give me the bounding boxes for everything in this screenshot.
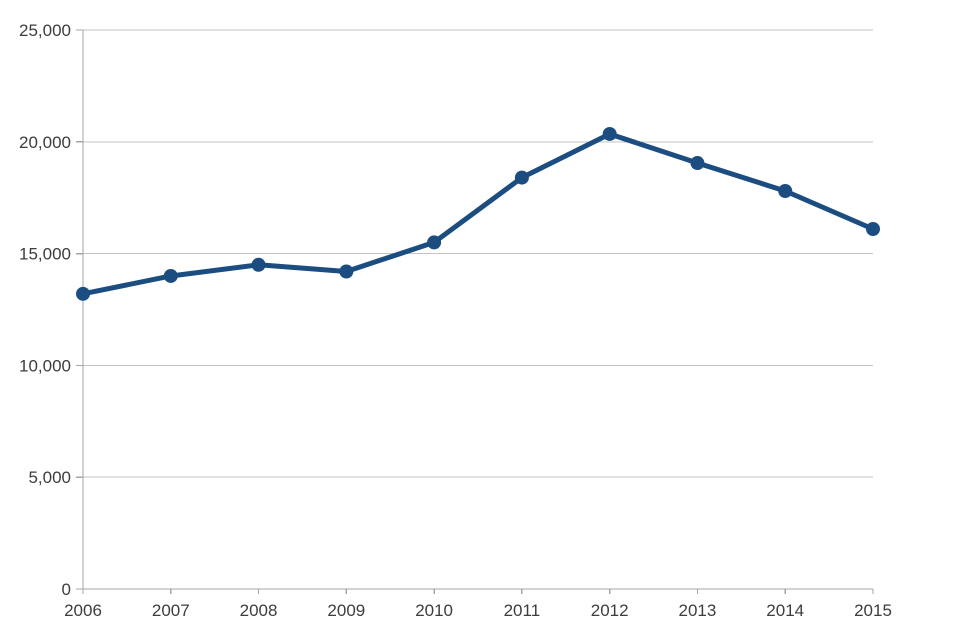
y-axis-tick-label: 10,000 <box>19 356 71 375</box>
data-point <box>339 264 354 279</box>
data-point <box>514 170 529 185</box>
x-axis-tick-label: 2015 <box>854 601 892 620</box>
data-point <box>76 286 90 301</box>
x-axis-tick-label: 2012 <box>591 601 629 620</box>
x-axis-tick-label: 2013 <box>679 601 717 620</box>
x-axis-tick-label: 2007 <box>152 601 190 620</box>
y-axis-tick-label: 20,000 <box>19 133 71 152</box>
data-point <box>427 235 442 250</box>
data-point <box>866 222 880 237</box>
x-axis-tick-label: 2008 <box>240 601 278 620</box>
data-point <box>602 126 617 141</box>
x-axis-tick-label: 2010 <box>415 601 453 620</box>
data-point <box>690 156 705 171</box>
x-axis-tick-label: 2011 <box>504 601 541 620</box>
x-axis-tick-label: 2009 <box>327 601 365 620</box>
x-axis-tick-label: 2006 <box>64 601 102 620</box>
y-axis-tick-label: 0 <box>62 580 71 599</box>
x-axis-tick-label: 2014 <box>766 601 804 620</box>
y-axis-tick-label: 25,000 <box>19 21 71 40</box>
y-axis-tick-label: 5,000 <box>28 468 71 487</box>
series-line <box>80 131 876 297</box>
data-point <box>163 268 178 283</box>
y-axis-tick-label: 15,000 <box>19 245 71 264</box>
data-point <box>778 183 793 198</box>
data-point <box>251 257 266 272</box>
